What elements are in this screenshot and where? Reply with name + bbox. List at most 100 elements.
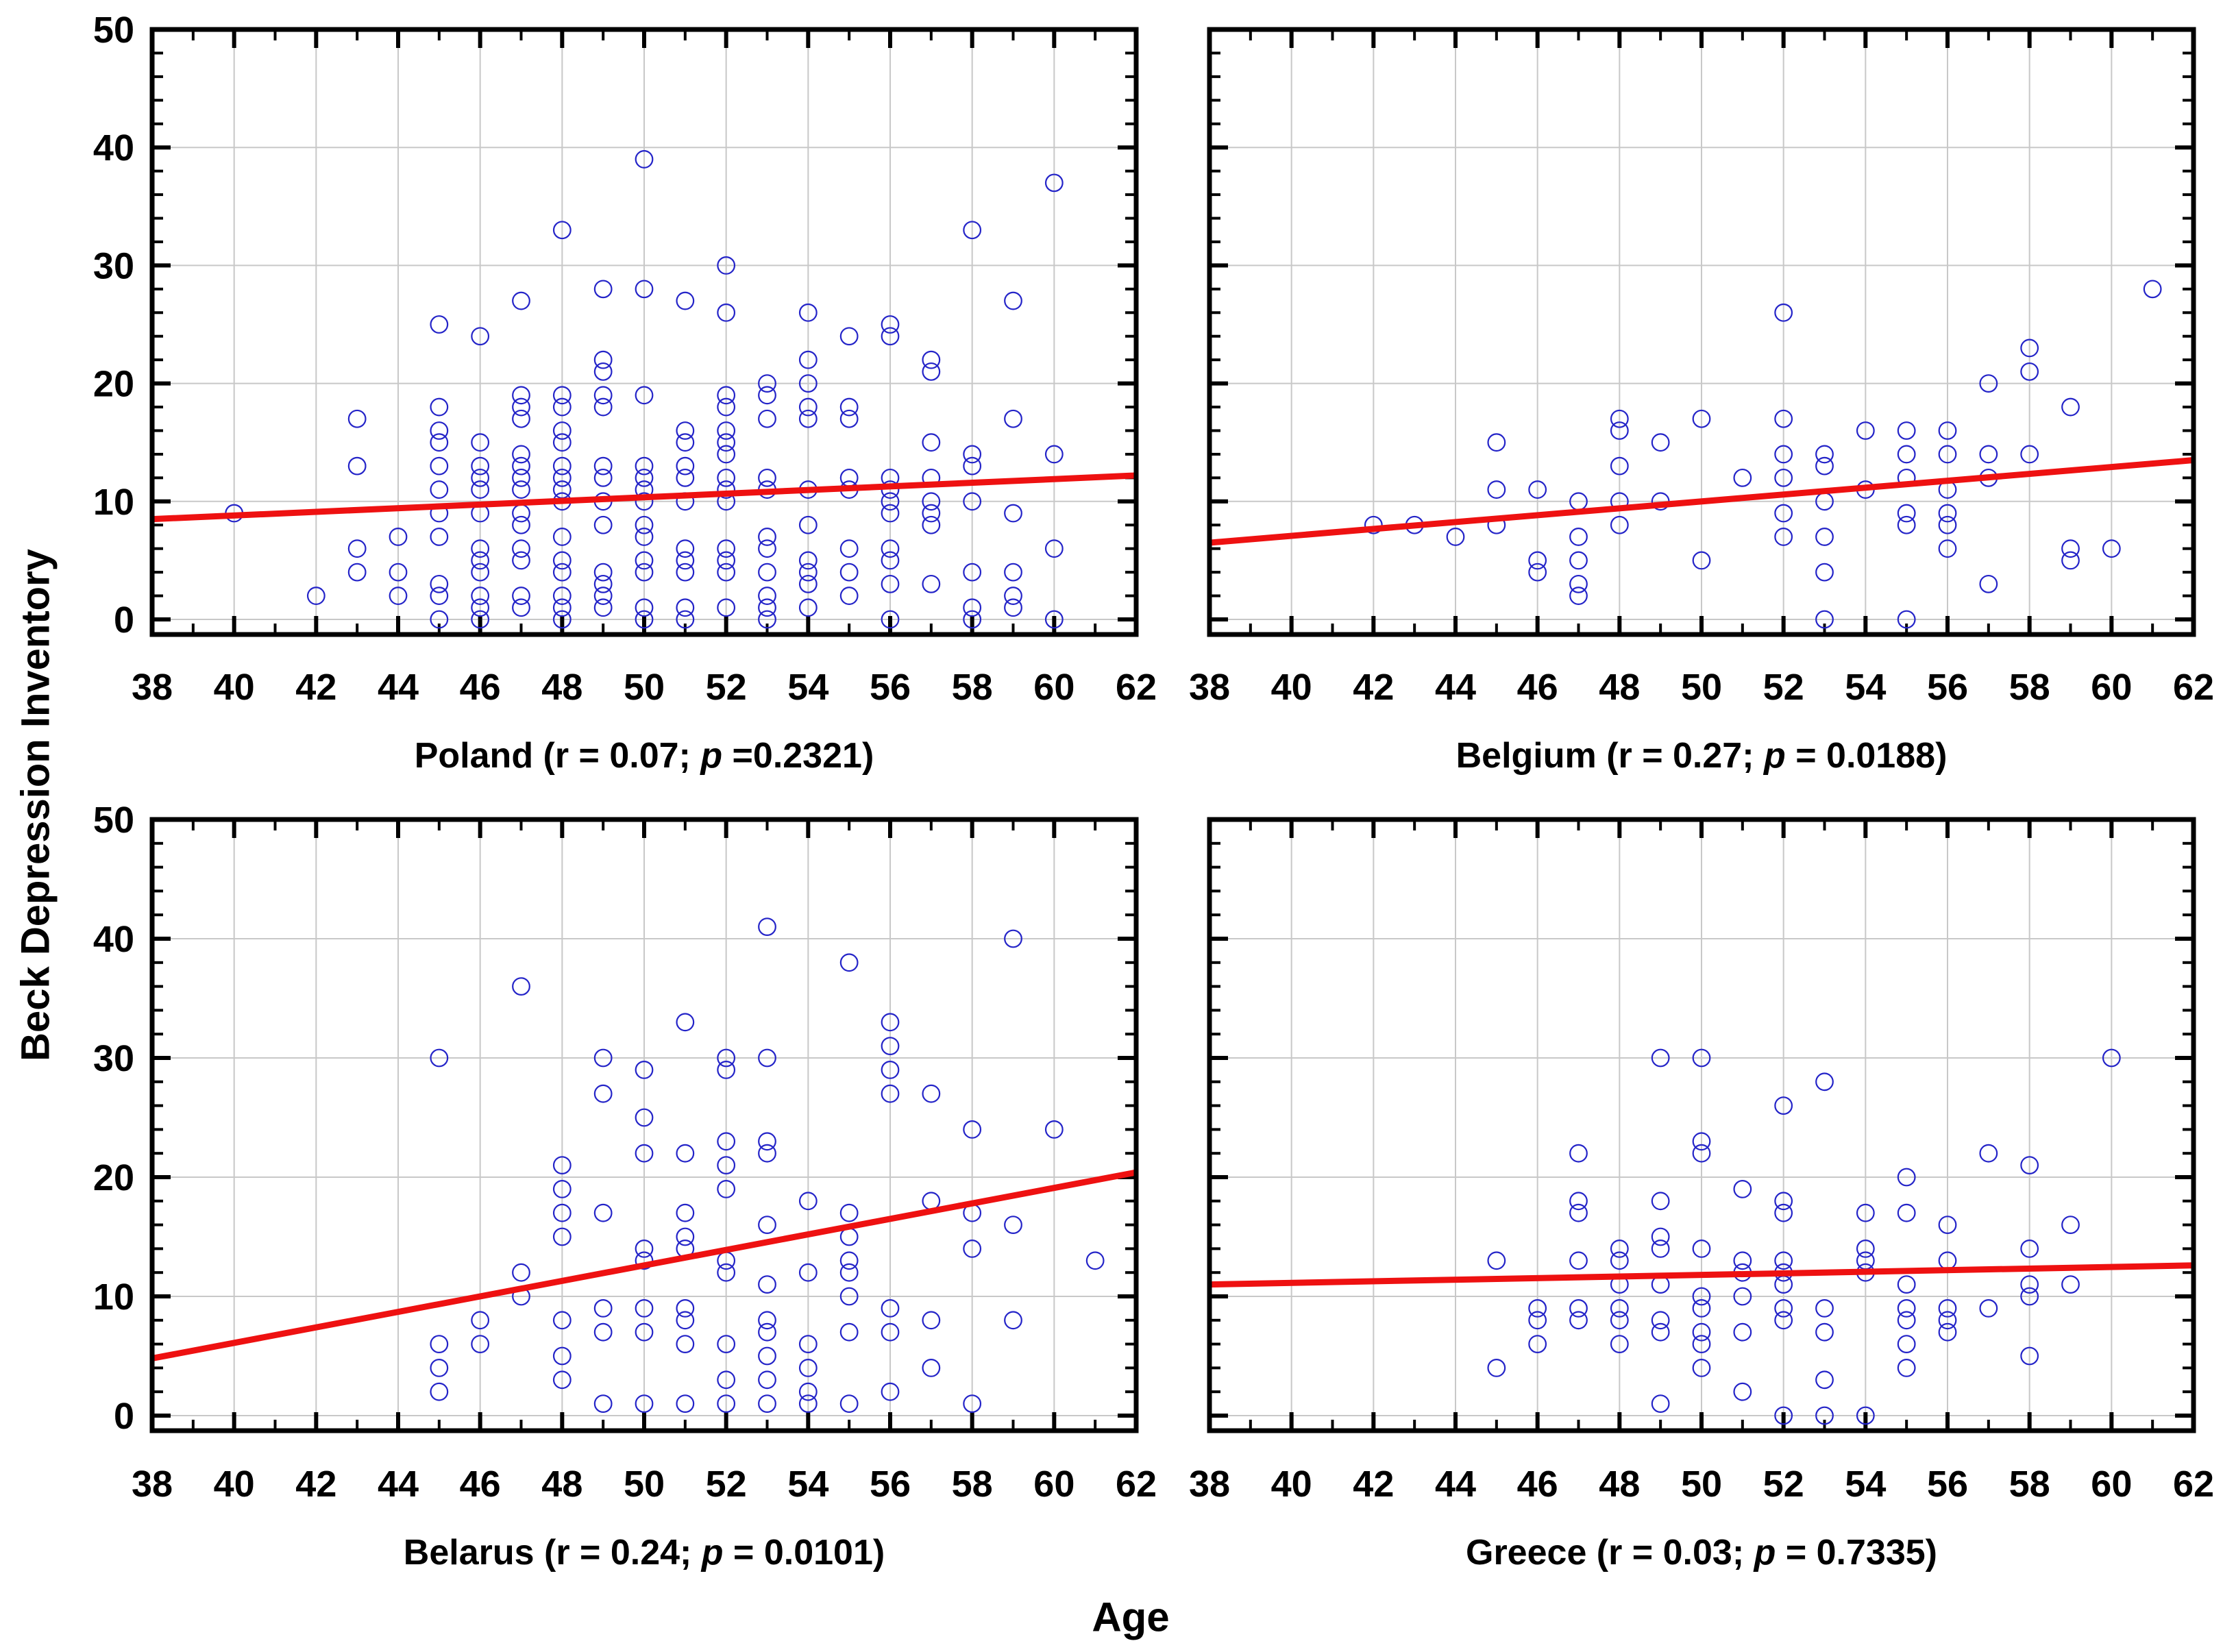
x-tick-label: 48 — [541, 667, 582, 708]
scatter-point — [512, 551, 530, 570]
scatter-point — [1569, 1311, 1588, 1330]
scatter-point — [2143, 280, 2162, 299]
x-tick-label: 50 — [1681, 667, 1722, 708]
scatter-point — [922, 1358, 941, 1377]
panel-title-belarus-post: = 0.0101) — [723, 1533, 885, 1573]
scatter-point — [552, 397, 572, 417]
scatter-point — [758, 1144, 776, 1163]
scatter-point — [798, 303, 818, 322]
panel-poland: 38 40 42 44 46 48 50 52 54 56 58 60 62 0 10 20 30 40 50 — [93, 10, 1157, 708]
x-tick-label: 58 — [952, 1464, 993, 1505]
panel-title-belgium-pre: Belgium (r = 0.27; — [1456, 736, 1764, 776]
scatter-point — [635, 1298, 654, 1318]
scatter-point — [593, 1203, 613, 1222]
scatter-point — [1569, 1144, 1588, 1163]
scatter-point — [1004, 1216, 1022, 1234]
scatter-point — [1897, 1311, 1916, 1330]
scatter-point — [430, 587, 449, 605]
scatter-point — [430, 421, 449, 440]
scatter-point — [1004, 1311, 1022, 1330]
y-tick-label: 40 — [93, 919, 134, 960]
scatter-point — [758, 386, 776, 405]
scatter-point — [839, 397, 859, 417]
scatter-point — [1938, 539, 1957, 558]
scatter-point — [635, 1239, 654, 1258]
scatter-point — [1938, 421, 1957, 440]
scatter-point — [552, 598, 572, 617]
scatter-point — [676, 551, 695, 570]
scatter-point — [881, 551, 900, 570]
scatter-point — [963, 1120, 982, 1139]
scatter-point — [430, 528, 449, 546]
regression-line — [1209, 457, 2194, 546]
panel-belgium: 38 40 42 44 46 48 50 52 54 56 58 60 62 — [1189, 27, 2214, 708]
scatter-point — [922, 362, 941, 381]
scatter-point — [717, 598, 736, 617]
scatter-point — [2061, 551, 2080, 570]
scatter-point — [1044, 173, 1064, 193]
scatter-point — [512, 598, 530, 617]
y-tick-label: 50 — [93, 10, 134, 51]
scatter-point — [839, 1322, 859, 1342]
panel-title-greece-post: = 0.7335) — [1776, 1533, 1937, 1573]
scatter-point — [552, 1227, 572, 1246]
x-tick-label: 62 — [1116, 1464, 1157, 1505]
scatter-point — [1897, 1358, 1916, 1377]
scatter-point — [552, 587, 572, 605]
scatter-point — [717, 433, 736, 452]
scatter-point — [1979, 574, 1998, 593]
scatter-point — [512, 1263, 530, 1282]
scatter-point — [471, 480, 490, 499]
x-tick-label: 38 — [1189, 1464, 1230, 1505]
scatter-point — [347, 539, 367, 558]
scatter-point — [758, 917, 776, 936]
scatter-point — [758, 528, 776, 546]
scatter-point — [1938, 1216, 1957, 1234]
scatter-point — [593, 587, 613, 605]
scatter-point — [1004, 291, 1022, 310]
scatter-point — [881, 1322, 900, 1342]
scatter-point — [1692, 1322, 1711, 1342]
y-tick-labels: 0 10 20 30 40 50 — [93, 800, 134, 1437]
scatter-point — [676, 468, 695, 487]
scatter-point — [552, 433, 572, 452]
regression-line — [1209, 1262, 2194, 1288]
x-tick-label: 62 — [2173, 667, 2214, 708]
scatter-point — [839, 409, 859, 428]
scatter-point — [593, 280, 613, 299]
x-tick-label: 42 — [1353, 1464, 1394, 1505]
scatter-point — [1364, 515, 1383, 534]
scatter-point — [717, 386, 736, 405]
scatter-point — [798, 1335, 818, 1353]
scatter-points — [1364, 280, 2162, 629]
scatter-point — [593, 1394, 613, 1414]
scatter-point — [593, 397, 613, 417]
scatter-point — [1774, 1298, 1793, 1318]
scatter-point — [717, 539, 736, 558]
x-tick-label: 42 — [295, 667, 336, 708]
scatter-point — [798, 397, 818, 417]
scatter-point — [839, 1287, 859, 1306]
scatter-point — [676, 1298, 695, 1318]
y-tick-label: 20 — [93, 364, 134, 405]
x-tick-label: 44 — [378, 667, 419, 708]
scatter-point — [552, 456, 572, 476]
scatter-point — [1938, 1298, 1957, 1318]
scatter-point — [635, 610, 654, 629]
scatter-point — [1815, 456, 1834, 476]
scatter-point — [430, 1335, 449, 1353]
x-tick-label: 54 — [787, 667, 828, 708]
scatter-point — [839, 1251, 859, 1270]
scatter-point — [676, 1335, 695, 1353]
scatter-point — [717, 1179, 736, 1198]
scatter-point — [347, 563, 367, 582]
scatter-point — [635, 1108, 654, 1127]
scatter-point — [798, 563, 818, 582]
scatter-point — [1774, 1192, 1793, 1211]
scatter-point — [1692, 1144, 1711, 1163]
scatter-point — [881, 1013, 900, 1032]
scatter-point — [1856, 1203, 1875, 1222]
scatter-point — [717, 1132, 736, 1151]
scatter-point — [1528, 1335, 1547, 1353]
